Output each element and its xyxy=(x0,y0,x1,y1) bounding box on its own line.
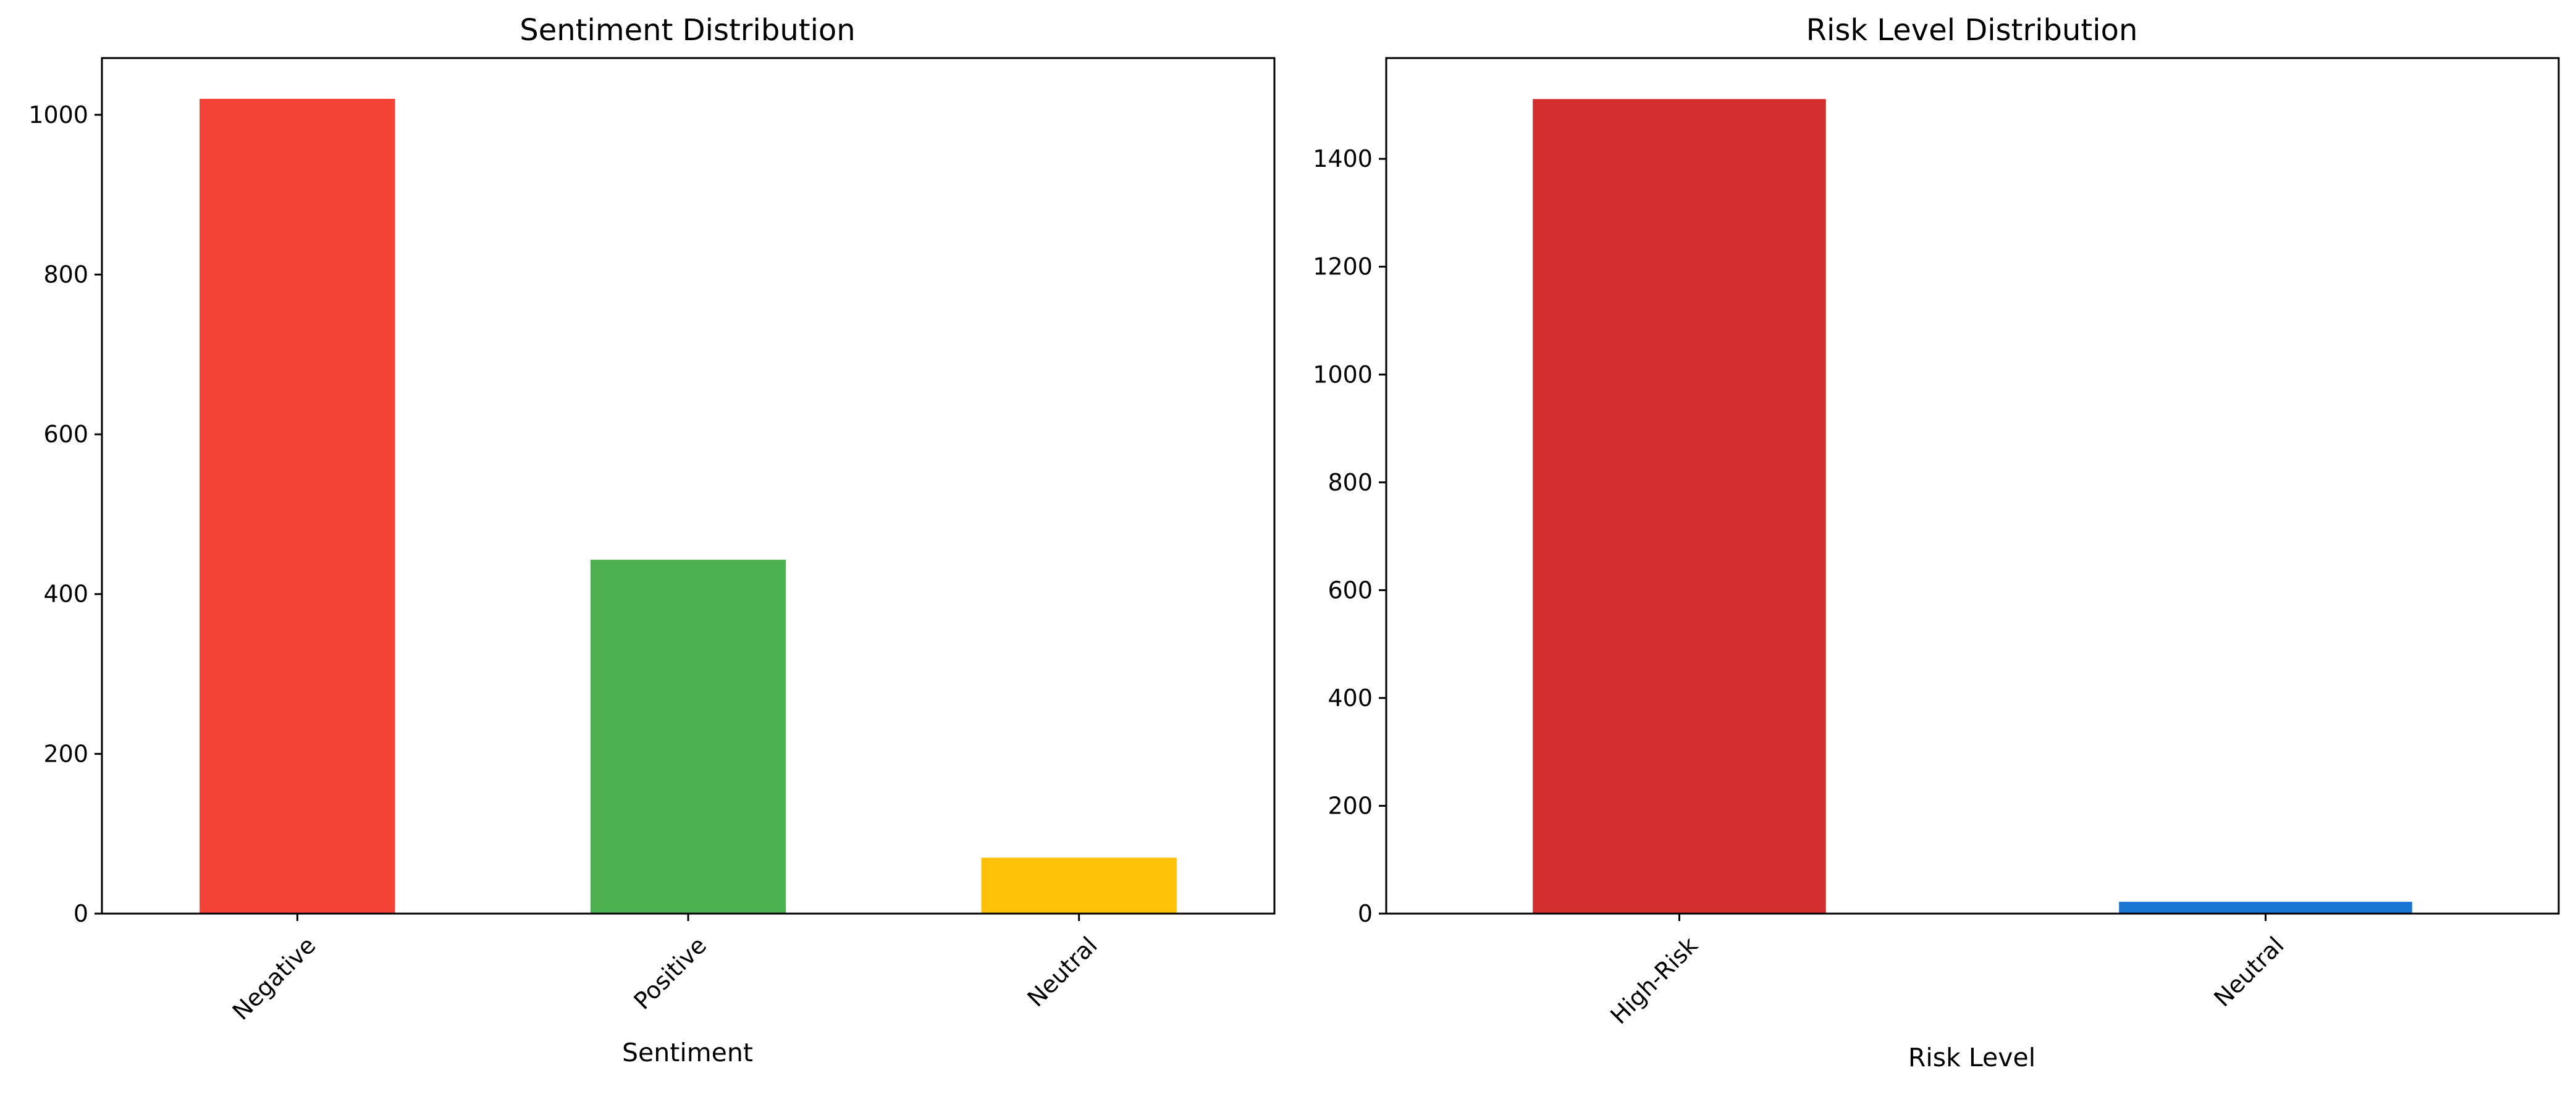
y-tick-label: 600 xyxy=(43,421,88,448)
y-tick-label: 1400 xyxy=(1313,145,1373,172)
y-tick-label: 200 xyxy=(1328,792,1373,819)
bar-neutral xyxy=(981,857,1177,914)
y-tick-label: 400 xyxy=(1328,684,1373,712)
y-tick-label: 800 xyxy=(1328,469,1373,496)
y-axis-ticks: 0 200 400 600 800 1000 1200 1400 xyxy=(1313,145,1386,927)
y-tick-label: 0 xyxy=(1358,900,1373,927)
bar-negative xyxy=(200,98,395,914)
bar-group xyxy=(200,98,1177,914)
bar-neutral xyxy=(2119,901,2412,914)
chart-title: Risk Level Distribution xyxy=(1806,13,2138,48)
x-axis-label: Risk Level xyxy=(1908,1043,2035,1072)
x-axis-label: Sentiment xyxy=(622,1038,753,1067)
bar-positive xyxy=(590,560,786,914)
bar-group xyxy=(1533,99,2412,914)
y-tick-label: 400 xyxy=(43,581,88,608)
y-tick-label: 200 xyxy=(43,740,88,767)
y-tick-label: 800 xyxy=(43,261,88,288)
y-tick-label: 1000 xyxy=(28,101,88,128)
bar-high-risk xyxy=(1533,99,1826,914)
sentiment-chart-panel: Sentiment Distribution 0 200 400 600 800 1000… xyxy=(28,13,1276,1067)
plot-frame xyxy=(101,57,1276,915)
chart-title: Sentiment Distribution xyxy=(520,13,855,48)
risk-level-chart-panel: Risk Level Distribution 0 200 400 600 800 100… xyxy=(1313,13,2560,1072)
plot-frame xyxy=(1385,57,2560,915)
y-axis-ticks: 0 200 400 600 800 1000 xyxy=(28,101,102,927)
y-tick-label: 0 xyxy=(74,900,88,927)
y-tick-label: 1000 xyxy=(1313,361,1373,388)
y-tick-label: 600 xyxy=(1328,576,1373,604)
y-tick-label: 1200 xyxy=(1313,253,1373,280)
